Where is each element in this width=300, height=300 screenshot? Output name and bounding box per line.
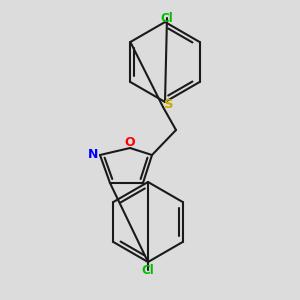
Text: Cl: Cl: [160, 11, 173, 25]
Text: N: N: [88, 148, 98, 161]
Text: S: S: [164, 98, 174, 112]
Text: O: O: [125, 136, 135, 148]
Text: Cl: Cl: [142, 263, 154, 277]
